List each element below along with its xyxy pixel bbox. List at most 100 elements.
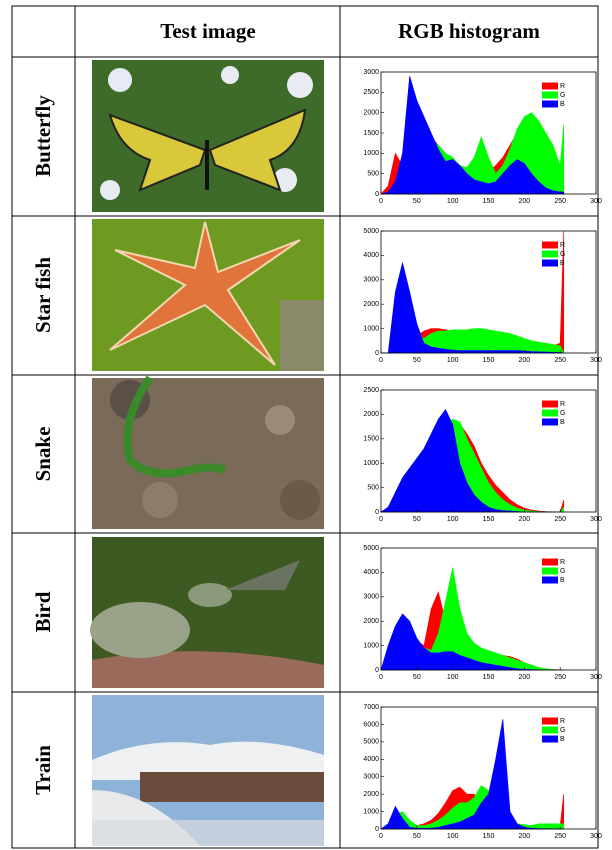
x-tick-label: 150 xyxy=(483,833,495,840)
y-tick-label: 4000 xyxy=(363,569,379,576)
photo xyxy=(92,219,324,371)
legend-swatch xyxy=(542,83,558,90)
header-cell: Test image xyxy=(160,19,255,43)
legend-swatch xyxy=(542,410,558,417)
x-tick-label: 50 xyxy=(413,198,421,205)
x-tick-label: 50 xyxy=(413,516,421,523)
legend-label: G xyxy=(560,727,565,734)
x-tick-label: 200 xyxy=(518,516,530,523)
y-tick-label: 6000 xyxy=(363,721,379,728)
y-tick-label: 500 xyxy=(367,171,379,178)
y-tick-label: 1000 xyxy=(363,808,379,815)
legend-swatch xyxy=(542,736,558,743)
x-tick-label: 150 xyxy=(483,198,495,205)
legend-label: R xyxy=(560,559,565,566)
y-tick-label: 3000 xyxy=(363,774,379,781)
x-tick-label: 0 xyxy=(379,833,383,840)
x-tick-label: 250 xyxy=(554,674,566,681)
y-tick-label: 4000 xyxy=(363,756,379,763)
x-tick-label: 300 xyxy=(590,357,602,364)
y-tick-label: 2000 xyxy=(363,411,379,418)
legend-swatch xyxy=(542,401,558,408)
y-tick-label: 4000 xyxy=(363,252,379,259)
y-tick-label: 2000 xyxy=(363,791,379,798)
x-tick-label: 0 xyxy=(379,357,383,364)
y-tick-label: 2500 xyxy=(363,89,379,96)
row-label: Snake xyxy=(31,427,55,482)
legend-swatch xyxy=(542,568,558,575)
x-tick-label: 100 xyxy=(447,198,459,205)
y-tick-label: 2000 xyxy=(363,618,379,625)
x-tick-label: 150 xyxy=(483,516,495,523)
legend-label: B xyxy=(560,577,565,584)
x-tick-label: 200 xyxy=(518,674,530,681)
y-tick-label: 5000 xyxy=(363,739,379,746)
legend-label: B xyxy=(560,260,565,267)
y-tick-label: 0 xyxy=(375,191,379,198)
x-tick-label: 0 xyxy=(379,516,383,523)
legend-label: B xyxy=(560,736,565,743)
y-tick-label: 0 xyxy=(375,667,379,674)
y-tick-label: 1000 xyxy=(363,460,379,467)
y-tick-label: 7000 xyxy=(363,704,379,711)
photo xyxy=(92,695,324,846)
x-tick-label: 150 xyxy=(483,674,495,681)
legend-swatch xyxy=(542,727,558,734)
x-tick-label: 0 xyxy=(379,198,383,205)
photo xyxy=(90,537,324,688)
y-tick-label: 500 xyxy=(367,484,379,491)
legend-swatch xyxy=(542,251,558,258)
legend-swatch xyxy=(542,419,558,426)
y-tick-label: 2000 xyxy=(363,301,379,308)
legend-swatch xyxy=(542,577,558,584)
y-tick-label: 1000 xyxy=(363,325,379,332)
y-tick-label: 2500 xyxy=(363,387,379,394)
legend-label: G xyxy=(560,92,565,99)
row-label: Butterfly xyxy=(31,95,55,177)
row-label: Bird xyxy=(31,591,55,632)
legend-label: B xyxy=(560,419,565,426)
photo xyxy=(92,60,324,212)
legend-label: G xyxy=(560,251,565,258)
y-tick-label: 1500 xyxy=(363,436,379,443)
y-tick-label: 3000 xyxy=(363,69,379,76)
x-tick-label: 50 xyxy=(413,674,421,681)
x-tick-label: 200 xyxy=(518,357,530,364)
legend-label: R xyxy=(560,718,565,725)
x-tick-label: 250 xyxy=(554,833,566,840)
x-tick-label: 250 xyxy=(554,198,566,205)
legend-swatch xyxy=(542,559,558,566)
legend-label: R xyxy=(560,83,565,90)
legend-swatch xyxy=(542,242,558,249)
x-tick-label: 50 xyxy=(413,357,421,364)
x-tick-label: 100 xyxy=(447,833,459,840)
y-tick-label: 0 xyxy=(375,509,379,516)
legend-label: G xyxy=(560,568,565,575)
y-tick-label: 0 xyxy=(375,350,379,357)
y-tick-label: 0 xyxy=(375,826,379,833)
x-tick-label: 150 xyxy=(483,357,495,364)
legend-swatch xyxy=(542,718,558,725)
y-tick-label: 5000 xyxy=(363,545,379,552)
legend-swatch xyxy=(542,92,558,99)
legend-label: G xyxy=(560,410,565,417)
x-tick-label: 200 xyxy=(518,833,530,840)
legend-swatch xyxy=(542,260,558,267)
x-tick-label: 100 xyxy=(447,516,459,523)
y-tick-label: 3000 xyxy=(363,277,379,284)
x-tick-label: 100 xyxy=(447,674,459,681)
x-tick-label: 0 xyxy=(379,674,383,681)
y-tick-label: 2000 xyxy=(363,110,379,117)
x-tick-label: 300 xyxy=(590,516,602,523)
x-tick-label: 250 xyxy=(554,516,566,523)
x-tick-label: 250 xyxy=(554,357,566,364)
row-label: Star fish xyxy=(31,257,55,333)
x-tick-label: 50 xyxy=(413,833,421,840)
y-tick-label: 1000 xyxy=(363,642,379,649)
header-cell: RGB histogram xyxy=(398,19,540,43)
y-tick-label: 3000 xyxy=(363,594,379,601)
x-tick-label: 100 xyxy=(447,357,459,364)
page: Test image RGB histogram Butterfly Star … xyxy=(0,0,612,850)
photo xyxy=(92,378,324,529)
legend-label: R xyxy=(560,401,565,408)
